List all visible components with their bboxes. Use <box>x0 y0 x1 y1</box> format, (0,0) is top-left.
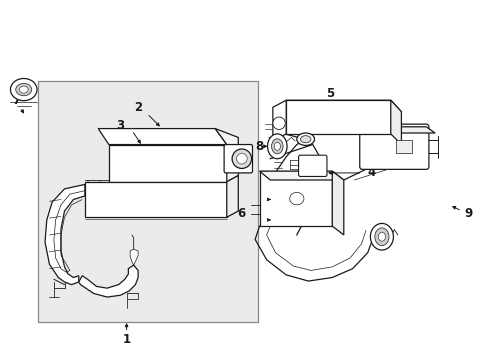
Text: 4: 4 <box>366 166 375 179</box>
Polygon shape <box>285 100 401 112</box>
Text: 1: 1 <box>122 333 130 346</box>
Polygon shape <box>109 144 226 182</box>
Text: 8: 8 <box>255 140 263 153</box>
Circle shape <box>236 153 246 164</box>
Ellipse shape <box>271 139 283 154</box>
Text: 7: 7 <box>13 94 20 107</box>
Circle shape <box>272 117 285 130</box>
Bar <box>395 140 411 153</box>
Polygon shape <box>45 184 85 285</box>
Ellipse shape <box>19 86 28 93</box>
Ellipse shape <box>267 134 286 159</box>
Text: 9: 9 <box>464 207 472 220</box>
FancyBboxPatch shape <box>359 124 428 169</box>
Text: 6: 6 <box>237 207 245 220</box>
FancyBboxPatch shape <box>224 144 252 173</box>
Text: 3: 3 <box>116 118 124 131</box>
Text: 5: 5 <box>325 87 334 100</box>
Circle shape <box>232 149 251 168</box>
Polygon shape <box>331 171 343 235</box>
Polygon shape <box>272 100 285 141</box>
Ellipse shape <box>378 232 385 241</box>
Ellipse shape <box>369 224 393 250</box>
Polygon shape <box>259 171 331 226</box>
Polygon shape <box>215 129 238 182</box>
Polygon shape <box>79 265 138 297</box>
Ellipse shape <box>296 133 314 145</box>
Polygon shape <box>285 100 390 134</box>
Polygon shape <box>226 176 238 217</box>
Ellipse shape <box>16 84 32 96</box>
Text: 2: 2 <box>134 101 142 114</box>
Polygon shape <box>362 127 434 133</box>
Ellipse shape <box>300 136 310 143</box>
Ellipse shape <box>274 142 280 150</box>
Polygon shape <box>259 171 343 180</box>
Ellipse shape <box>374 228 388 246</box>
FancyBboxPatch shape <box>298 155 326 176</box>
Polygon shape <box>130 249 138 265</box>
Polygon shape <box>85 182 226 217</box>
Polygon shape <box>390 100 401 144</box>
Ellipse shape <box>10 78 37 101</box>
Polygon shape <box>98 129 226 144</box>
Bar <box>38 81 257 322</box>
